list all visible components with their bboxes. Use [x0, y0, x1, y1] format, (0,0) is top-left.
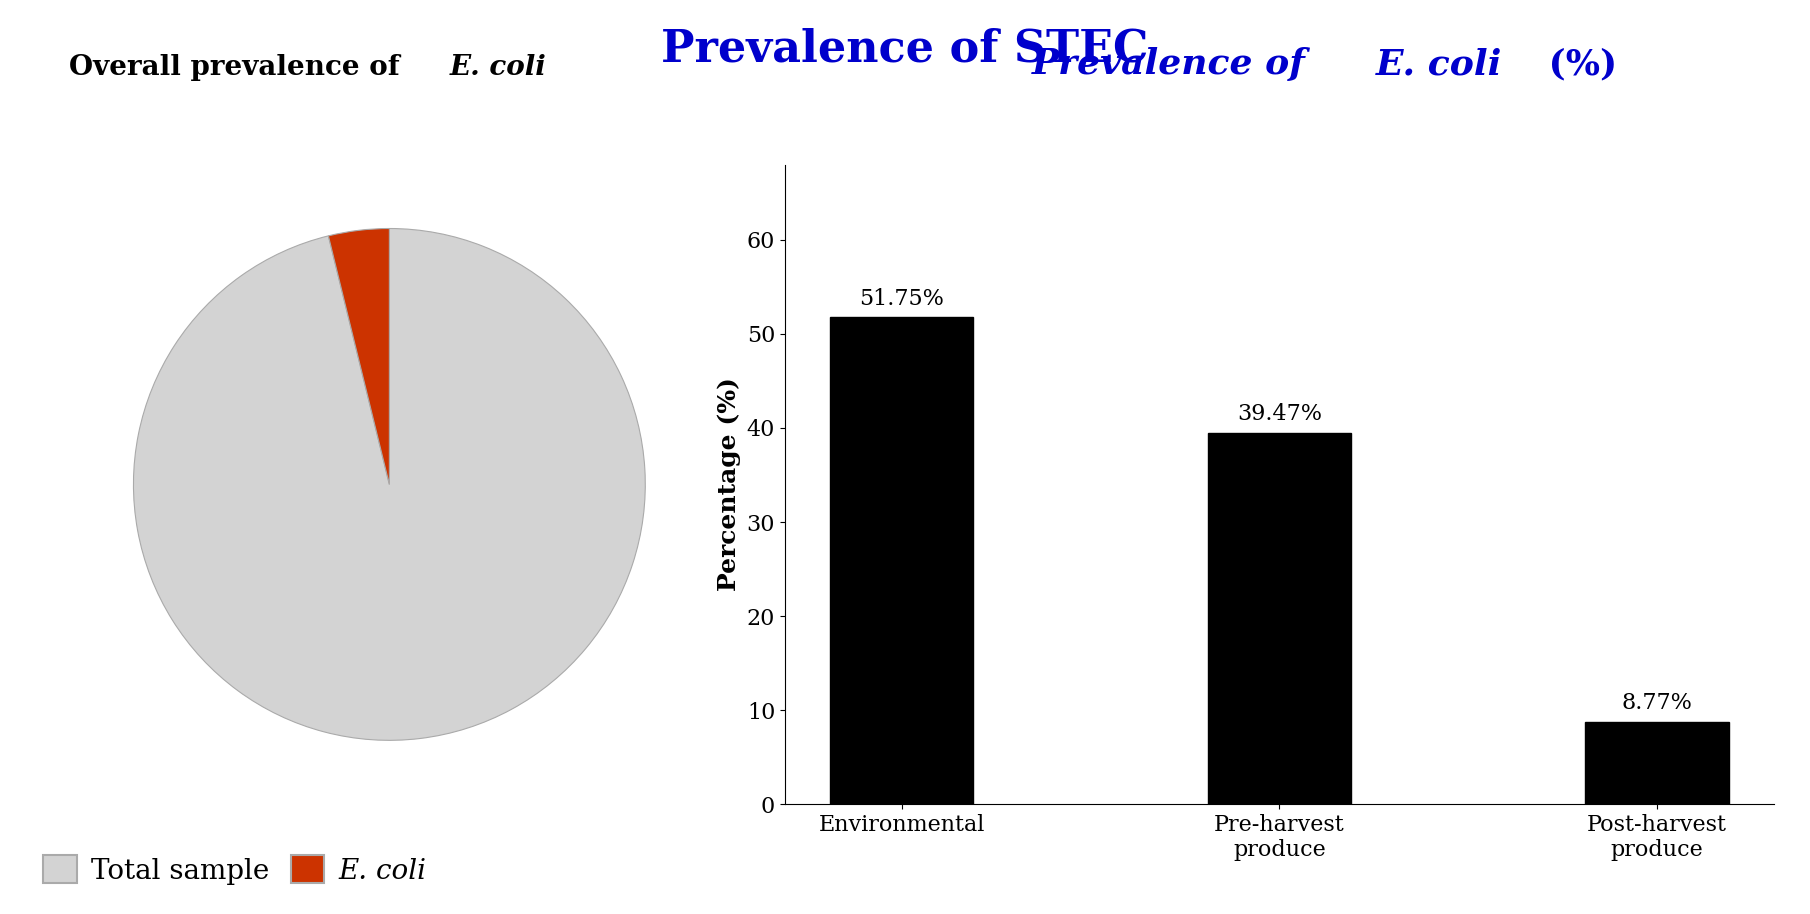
Text: (10/114): (10/114) [1609, 757, 1705, 779]
Bar [829, 317, 974, 804]
Text: E. coli: E. coli [451, 54, 547, 81]
Bar [1586, 722, 1729, 804]
Text: 39.47%: 39.47% [1236, 403, 1321, 425]
Text: (59/114): (59/114) [854, 352, 950, 374]
Text: (45/114): (45/114) [1231, 468, 1327, 490]
Wedge shape [134, 228, 646, 740]
Text: Prevalence of STEC: Prevalence of STEC [661, 27, 1149, 70]
Text: 51.75%: 51.75% [860, 288, 945, 310]
Legend: Total sample, E. coli: Total sample, E. coli [33, 844, 438, 896]
Text: Overall prevalence of: Overall prevalence of [69, 54, 409, 81]
Text: E. coli: E. coli [1376, 48, 1502, 81]
Text: 8.77%: 8.77% [1622, 692, 1692, 714]
Wedge shape [328, 228, 389, 484]
Text: Prevalence of: Prevalence of [1032, 48, 1318, 81]
Y-axis label: Percentage (%): Percentage (%) [717, 377, 740, 591]
Bar [1207, 433, 1350, 804]
Text: (%): (%) [1537, 48, 1618, 81]
